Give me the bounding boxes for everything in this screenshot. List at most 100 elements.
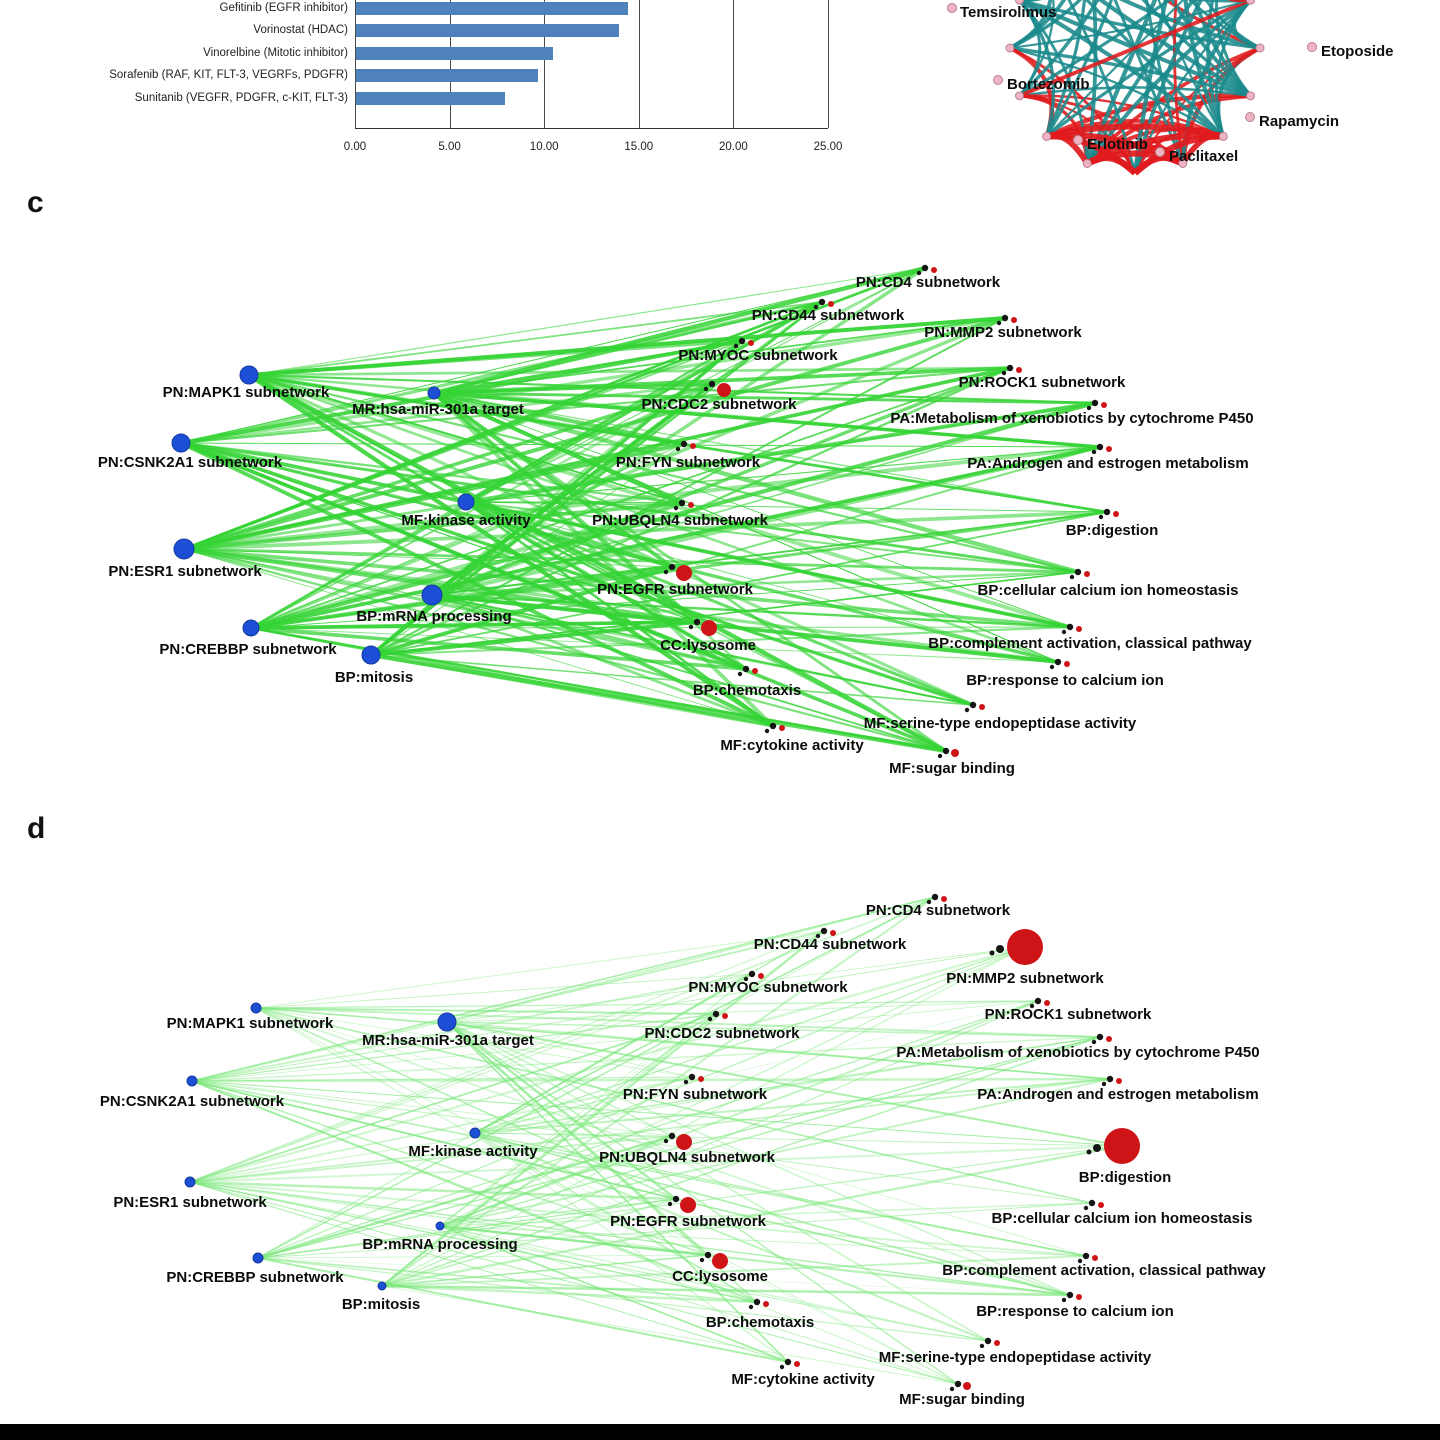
significant-term-node (941, 896, 947, 902)
target-node-glyph (820, 927, 828, 935)
significant-term-node (1104, 1128, 1140, 1164)
target-node-glyph (673, 505, 679, 511)
enrichment-edge (474, 1076, 693, 1134)
enrichment-edge (257, 1000, 1039, 1259)
target-node-glyph (1061, 629, 1067, 635)
enrichment-edge (474, 1000, 1039, 1134)
target-node-glyph (668, 563, 676, 571)
enrichment-edge (446, 930, 825, 1023)
node-label: PN:MAPK1 subnetwork (163, 384, 330, 401)
node-label: PN:FYN subnetwork (616, 454, 761, 471)
enrichment-edge (446, 1021, 959, 1385)
source-node (437, 1012, 457, 1032)
drug-node (1245, 112, 1255, 122)
target-node-glyph (1066, 623, 1074, 631)
target-node-glyph (688, 624, 694, 630)
enrichment-edge (439, 1000, 1039, 1227)
enrichment-edge (191, 896, 936, 1082)
significant-term-node (1092, 1255, 1098, 1261)
enrichment-edge (189, 1181, 989, 1342)
enrichment-edge (439, 1036, 1101, 1227)
enrichment-edge (431, 570, 1079, 597)
enrichment-edge (180, 441, 974, 707)
x-gridline (449, 0, 451, 128)
x-gridline (638, 0, 640, 128)
enrichment-edge (180, 300, 823, 445)
drug-node (1245, 91, 1255, 101)
drug-node (947, 3, 957, 13)
enrichment-edge (183, 340, 743, 550)
target-node-glyph (683, 1079, 689, 1085)
drug-node-label: Bortezomib (1007, 76, 1090, 93)
drug-node (1178, 158, 1188, 168)
enrichment-edge (439, 1224, 1071, 1297)
significant-term-node (698, 1076, 704, 1082)
x-tick-label: 5.00 (438, 141, 461, 153)
enrichment-edge (257, 1257, 758, 1303)
source-node (469, 1127, 481, 1139)
target-node-glyph (1086, 405, 1092, 411)
enrichment-edge (191, 946, 1026, 1082)
enrichment-edge (248, 373, 974, 707)
enrichment-edge (433, 392, 1071, 628)
target-node-glyph (916, 270, 922, 276)
target-node-glyph (675, 446, 681, 452)
enrichment-edge (381, 1144, 1123, 1288)
enrichment-edge (439, 1225, 789, 1363)
drug-node-label: Rapamycin (1259, 113, 1339, 130)
enrichment-edge (191, 1013, 717, 1082)
enrichment-edge (191, 1000, 1039, 1082)
enrichment-edge (191, 972, 753, 1083)
target-node-glyph (712, 1010, 720, 1018)
node-label: PN:CDC2 subnetwork (641, 396, 797, 413)
target-node-glyph (738, 337, 746, 345)
node-label: MF:sugar binding (899, 1391, 1025, 1408)
enrichment-edge (255, 1007, 717, 1015)
panel-d-network: PN:MAPK1 subnetwork MR:hsa-miR-301a targe… (100, 893, 1266, 1408)
source-node (250, 1002, 262, 1014)
source-node (435, 1221, 445, 1231)
x-gridline (733, 0, 735, 128)
x-tick-label: 20.00 (719, 141, 748, 153)
significant-term-node (1076, 1294, 1082, 1300)
source-node (186, 1075, 198, 1087)
target-node-glyph (764, 728, 770, 734)
target-node-glyph (964, 707, 970, 713)
enrichment-edge (370, 652, 947, 754)
enrichment-edge (255, 1000, 1039, 1009)
enrichment-edge (431, 594, 947, 752)
drug-node (1245, 0, 1255, 5)
significant-term-node (748, 340, 754, 346)
enrichment-edge (189, 945, 1026, 1184)
node-label: PN:MMP2 subnetwork (946, 970, 1104, 987)
significant-term-node (1044, 1000, 1050, 1006)
enrichment-edge (189, 1181, 789, 1363)
enrichment-edge (446, 1000, 1039, 1023)
source-node (457, 493, 475, 511)
node-label: PA:Metabolism of xenobiotics by cytochro… (896, 1044, 1259, 1061)
source-node (361, 645, 381, 665)
target-node-glyph (680, 440, 688, 448)
drug-node (1255, 43, 1265, 53)
target-node-glyph (1034, 997, 1042, 1005)
node-label: PA:Androgen and estrogen metabolism (967, 455, 1248, 472)
enrichment-edge (189, 973, 753, 1183)
node-label: PN:CD44 subnetwork (754, 936, 907, 953)
drug-node-label: Erlotinib (1087, 136, 1148, 153)
node-label: BP:cellular calcium ion homeostasis (978, 582, 1239, 599)
enrichment-edge (191, 1080, 959, 1385)
enrichment-edge (183, 445, 1101, 551)
enrichment-edge (381, 973, 753, 1287)
enrichment-edge (381, 1013, 717, 1287)
drug-interaction-edge (1018, 0, 1055, 97)
bar (356, 2, 629, 15)
target-node-glyph (1086, 1149, 1092, 1155)
enrichment-edge (439, 1078, 1111, 1227)
enrichment-edge (431, 594, 974, 706)
target-node-glyph (1106, 1075, 1114, 1083)
enrichment-edge (191, 1080, 1093, 1204)
drug-interaction-edge (1018, 0, 1172, 98)
enrichment-edge (370, 654, 974, 706)
node-label: BP:response to calcium ion (976, 1303, 1174, 1320)
node-label: BP:digestion (1079, 1169, 1172, 1186)
